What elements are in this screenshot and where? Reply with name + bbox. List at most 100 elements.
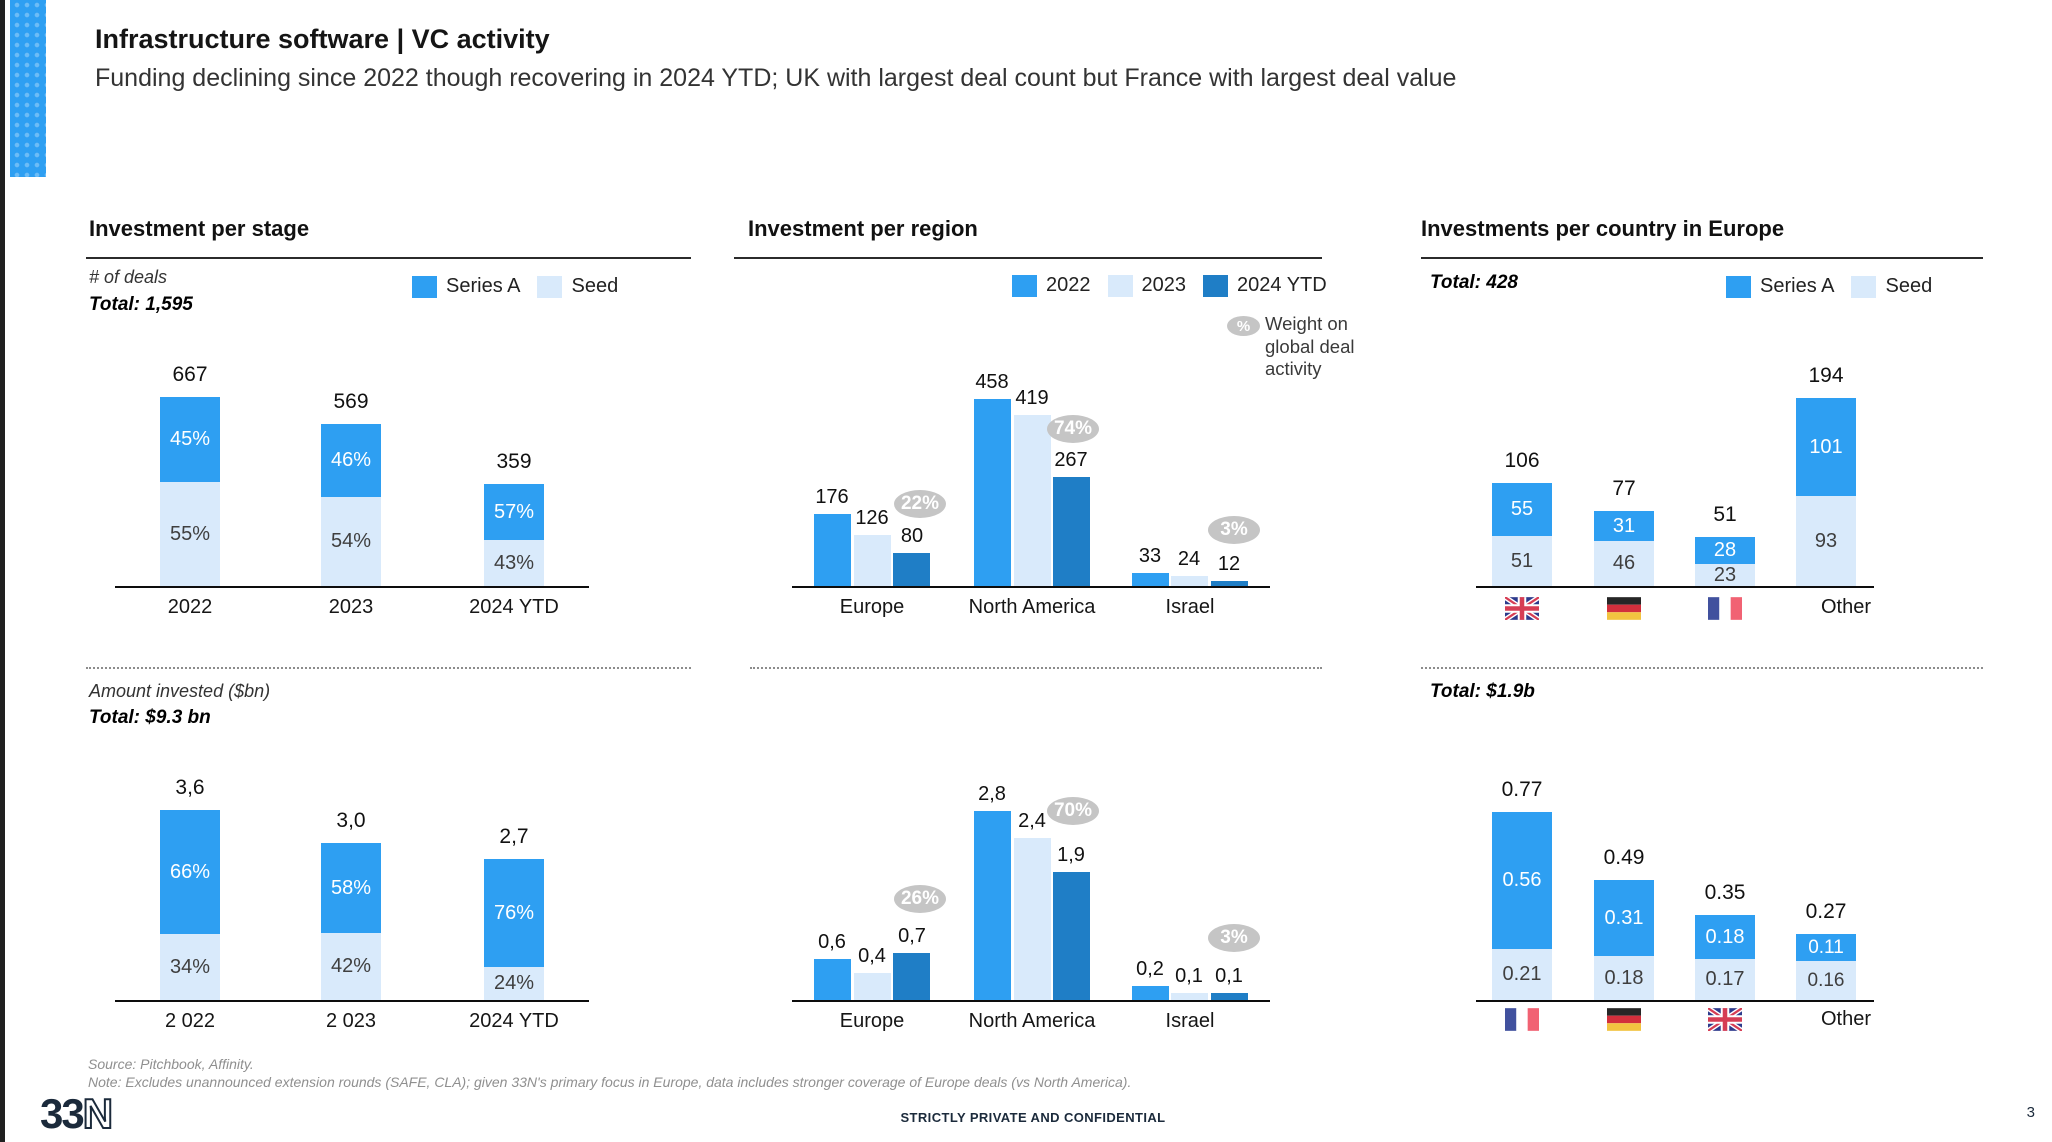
bar-segment-series-a: 31: [1594, 511, 1654, 541]
value-label: 33: [1138, 545, 1162, 567]
bar-segment-series-a: 66%: [160, 810, 220, 934]
bar-israel-2023: [1171, 576, 1208, 586]
value-label: 2,4: [1018, 810, 1046, 832]
bar-israel-2024-ytd: [1211, 581, 1248, 586]
bar-segment-series-a: 0.31: [1594, 880, 1654, 956]
flag-france-icon: [1505, 1008, 1539, 1031]
bar-2023: 58% 42%: [321, 843, 381, 1000]
segment-label: 66%: [169, 860, 211, 883]
metric-label-deals: # of deals: [89, 267, 168, 287]
flag-uk-icon: [1708, 1008, 1742, 1031]
weight-bubble-north-america: 70%: [1047, 797, 1099, 825]
bar-total-label: 359: [496, 450, 532, 473]
segment-label: 46%: [330, 449, 372, 471]
bar-north-america-2024-ytd: [1053, 872, 1090, 1000]
bar-germany: 0.31 0.18: [1594, 880, 1654, 1000]
weight-bubble-europe: 22%: [894, 490, 946, 518]
value-label: 0,7: [898, 925, 926, 947]
company-logo: 33N: [40, 1090, 114, 1137]
legend-stage: Series A Seed: [412, 275, 618, 298]
x-label: 2022: [167, 596, 213, 618]
bar-other: 0.11 0.16: [1796, 934, 1856, 1000]
legend-swatch-2023: [1107, 274, 1133, 297]
bar-israel-2024-ytd: [1211, 993, 1248, 1000]
segment-label: 42%: [330, 955, 372, 977]
segment-label: 0.17: [1705, 968, 1745, 990]
bar-germany: 31 46: [1594, 511, 1654, 586]
legend-label-seed: Seed: [1885, 275, 1933, 297]
segment-label: 93: [1814, 529, 1838, 552]
x-axis: [1476, 1000, 1874, 1002]
segment-label: 76%: [493, 901, 535, 924]
percent-bubble-icon: %: [1227, 316, 1260, 336]
x-axis: [792, 1000, 1270, 1002]
bar-total-label: 0.27: [1805, 900, 1847, 923]
bar-segment-seed: 0.18: [1594, 956, 1654, 1000]
legend-label-2024-ytd: 2024 YTD: [1237, 274, 1327, 296]
bar-total-label: 106: [1504, 449, 1540, 472]
bar-uk: 55 51: [1492, 483, 1552, 586]
x-label: North America: [968, 596, 1096, 618]
total-deals: Total: 1,595: [89, 294, 193, 315]
source-note: Source: Pitchbook, Affinity.: [88, 1056, 254, 1072]
x-label: Israel: [1165, 1010, 1215, 1032]
accent-bar: [10, 0, 46, 177]
bar-total-label: 3,0: [336, 809, 366, 832]
value-label: 24: [1177, 548, 1201, 570]
bar-europe-2022: [814, 514, 851, 586]
bar-north-america-2024-ytd: [1053, 477, 1090, 586]
bar-total-label: 77: [1612, 477, 1636, 500]
weight-bubble-europe: 26%: [894, 885, 946, 913]
bar-north-america-2023: [1014, 838, 1051, 1000]
value-label: 419: [1015, 387, 1049, 409]
value-label: 80: [900, 525, 924, 547]
x-label: 2024 YTD: [469, 1010, 559, 1032]
bar-total-label: 0.77: [1501, 778, 1543, 801]
bar-2022: 45% 55%: [160, 397, 220, 586]
bar-segment-series-a: 58%: [321, 843, 381, 933]
page-subtitle: Funding declining since 2022 though reco…: [95, 64, 1457, 92]
bar-total-label: 194: [1808, 364, 1844, 387]
segment-label: 0.18: [1705, 925, 1745, 948]
bar-europe-2023: [854, 973, 891, 1000]
bar-israel-2022: [1132, 573, 1169, 586]
segment-label: 0.21: [1502, 963, 1542, 985]
legend-swatch-seed: [537, 275, 563, 298]
legend-swatch-series-a: [1726, 275, 1751, 298]
bar-segment-seed: 24%: [484, 967, 544, 1000]
segment-label: 55%: [169, 522, 211, 545]
legend-swatch-2024-ytd: [1203, 274, 1228, 297]
bar-segment-series-a: 0.11: [1796, 934, 1856, 961]
x-label: 2023: [328, 596, 374, 618]
bar-segment-seed: 0.16: [1796, 961, 1856, 1000]
legend-label-2022: 2022: [1046, 274, 1091, 296]
page-title: Infrastructure software | VC activity: [95, 24, 550, 54]
bar-segment-series-a: 76%: [484, 859, 544, 967]
segment-label: 45%: [169, 428, 211, 450]
x-axis: [115, 586, 589, 588]
x-label: 2 022: [164, 1010, 216, 1032]
bar-segment-seed: 34%: [160, 934, 220, 1000]
bar-europe-2022: [814, 959, 851, 1000]
segment-label: 0.31: [1604, 906, 1644, 929]
total-country-deals: Total: 428: [1430, 272, 1518, 293]
segment-label: 43%: [493, 551, 535, 574]
flag-france-icon: [1708, 597, 1742, 620]
weight-bubble-israel: 3%: [1208, 924, 1260, 952]
row-separator: [1421, 667, 1983, 669]
total-country-amount: Total: $1.9b: [1430, 681, 1535, 702]
bar-israel-2023: [1171, 993, 1208, 1000]
value-label: 458: [975, 371, 1009, 393]
title-rule: [86, 257, 691, 259]
segment-label: 55: [1510, 498, 1534, 520]
bar-total-label: 51: [1713, 503, 1737, 526]
value-label: 267: [1054, 449, 1088, 471]
logo-33: 33: [40, 1090, 85, 1137]
title-rule: [734, 257, 1322, 259]
segment-label: 31: [1612, 514, 1636, 537]
legend-label-series-a: Series A: [446, 275, 521, 297]
bar-total-label: 2,7: [499, 825, 529, 848]
confidential-label: STRICTLY PRIVATE AND CONFIDENTIAL: [900, 1110, 1166, 1125]
total-amount: Total: $9.3 bn: [89, 707, 211, 728]
